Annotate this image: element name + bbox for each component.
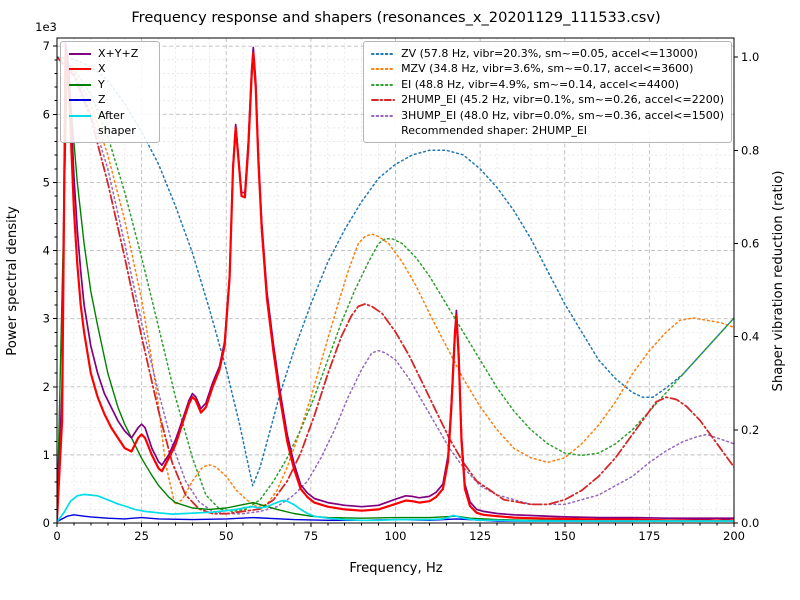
- legend-line-sample: [69, 83, 91, 86]
- legend-shapers: ZV (57.8 Hz, vibr=20.3%, sm~=0.05, accel…: [363, 41, 732, 144]
- legend-line-sample: [371, 114, 396, 117]
- y-right-axis-label: Shaper vibration reduction (ratio): [771, 170, 786, 391]
- y-right-tick-label: 0.6: [741, 236, 759, 250]
- legend-item-label: After shaper: [98, 108, 136, 137]
- legend-item: ZV (57.8 Hz, vibr=20.3%, sm~=0.05, accel…: [371, 46, 724, 61]
- legend-item-label: ZV (57.8 Hz, vibr=20.3%, sm~=0.05, accel…: [401, 47, 698, 60]
- series-zv: [57, 56, 734, 487]
- legend-item-label: Z: [98, 93, 106, 107]
- x-tick-label: 175: [638, 529, 660, 543]
- series-after-shaper: [57, 493, 734, 523]
- x-tick-label: 25: [134, 529, 149, 543]
- series-group: [57, 41, 734, 523]
- legend-line-sample: [69, 68, 91, 71]
- legend-item-label: X+Y+Z: [98, 47, 139, 60]
- legend-line-sample: [69, 53, 91, 55]
- x-tick-label: 100: [385, 529, 407, 543]
- axes-group: 0 25 50 75 100 125 150 175 200 0 1 2 3 4 5 6 7 0.0 0.2 0.4 0…: [43, 37, 759, 543]
- legend-psd: X+Y+Z X Y Z After shaper: [60, 41, 160, 144]
- legend-item-label: 3HUMP_EI (48.0 Hz, vibr=0.0%, sm~=0.36, …: [401, 108, 724, 122]
- legend-footer: Recommended shaper: 2HUMP_EI: [401, 123, 588, 137]
- legend-item: Y: [68, 77, 152, 92]
- x-tick-label: 0: [53, 529, 60, 543]
- legend-line-sample: [371, 83, 396, 86]
- series-mzv: [57, 56, 734, 508]
- legend-item: 3HUMP_EI (48.0 Hz, vibr=0.0%, sm~=0.36, …: [371, 108, 724, 123]
- y-left-tick-label: 5: [43, 175, 50, 189]
- legend-item: X+Y+Z: [68, 46, 152, 61]
- series-x: [57, 51, 734, 522]
- y-left-tick-label: 2: [43, 380, 50, 394]
- labels-group: Frequency response and shapers (resonanc…: [5, 9, 786, 576]
- y-left-tick-label: 4: [43, 244, 50, 258]
- y-left-tick-label: 7: [43, 39, 50, 53]
- legend-item: MZV (34.8 Hz, vibr=3.6%, sm~=0.17, accel…: [371, 61, 724, 76]
- y-left-tick-label: 6: [43, 107, 50, 121]
- y-left-tick-label: 3: [43, 312, 50, 326]
- legend-line-sample: [69, 114, 91, 117]
- x-tick-label: 200: [723, 529, 745, 543]
- x-tick-label: 75: [304, 529, 319, 543]
- legend-item-label: Y: [98, 77, 105, 91]
- series-ei: [57, 56, 734, 513]
- y-left-tick-label: 0: [43, 516, 50, 530]
- x-tick-label: 50: [219, 529, 234, 543]
- x-tick-label: 125: [469, 529, 491, 543]
- legend-item: Z: [68, 92, 152, 107]
- legend-line-sample: [371, 53, 396, 55]
- y-left-axis-label: Power spectral density: [5, 206, 20, 356]
- legend-item-label: 2HUMP_EI (45.2 Hz, vibr=0.1%, sm~=0.26, …: [401, 93, 724, 107]
- legend-item: X: [68, 61, 152, 76]
- legend-item: 2HUMP_EI (45.2 Hz, vibr=0.1%, sm~=0.26, …: [371, 92, 724, 107]
- legend-item-label: EI (48.8 Hz, vibr=4.9%, sm~=0.14, accel<…: [401, 77, 680, 91]
- y-right-tick-label: 0.0: [741, 516, 759, 530]
- y-right-tick-label: 0.2: [741, 423, 759, 437]
- y-left-offset-text: 1e3: [35, 20, 57, 34]
- y-right-tick-label: 0.8: [741, 143, 759, 157]
- legend-item: After shaper: [68, 108, 152, 139]
- x-axis-label: Frequency, Hz: [349, 561, 442, 576]
- series-2hump-ei: [57, 56, 734, 515]
- legend-item: EI (48.8 Hz, vibr=4.9%, sm~=0.14, accel<…: [371, 77, 724, 92]
- y-right-tick-label: 0.4: [741, 330, 759, 344]
- legend-line-sample: [69, 99, 91, 102]
- chart-title: Frequency response and shapers (resonanc…: [131, 9, 660, 26]
- legend-item-label: X: [98, 62, 106, 76]
- legend-line-sample: [371, 99, 396, 102]
- legend-item-label: MZV (34.8 Hz, vibr=3.6%, sm~=0.17, accel…: [401, 62, 694, 76]
- x-tick-label: 150: [554, 529, 576, 543]
- legend-line-sample: [371, 68, 396, 71]
- y-left-tick-label: 1: [43, 448, 50, 462]
- y-right-tick-label: 1.0: [741, 50, 759, 64]
- series-3hump-ei: [57, 56, 734, 515]
